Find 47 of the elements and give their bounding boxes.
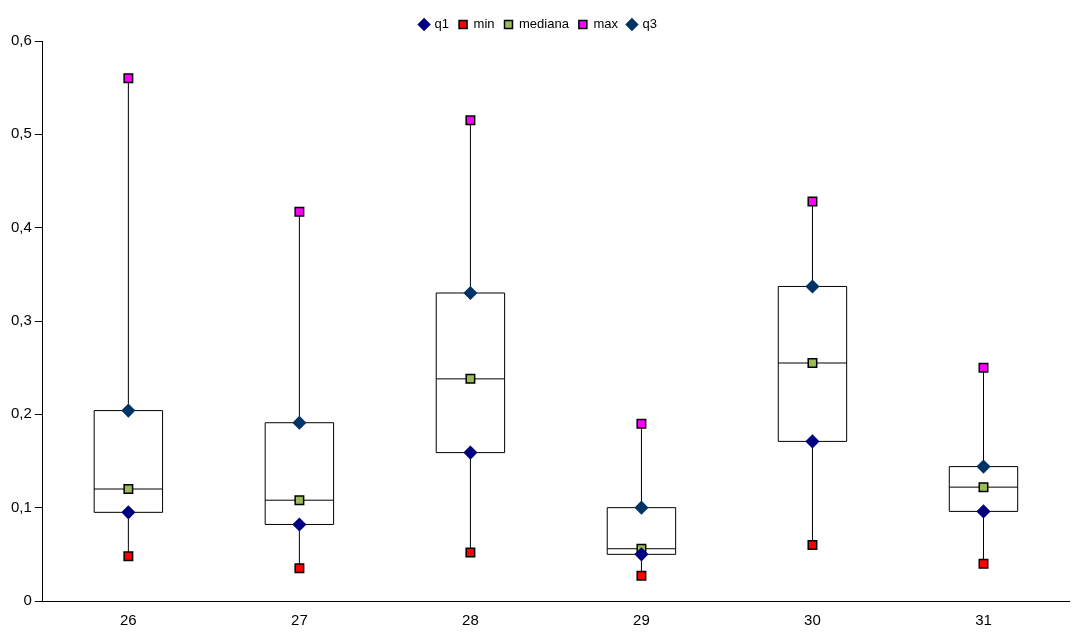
point [978, 362, 989, 373]
x-tick-label: 29 [633, 611, 650, 629]
point [807, 540, 818, 550]
y-tick-label: 0,6 [10, 31, 32, 49]
point [636, 418, 647, 429]
point [121, 505, 136, 520]
x-tick-label: 31 [975, 611, 992, 629]
point [294, 206, 305, 217]
point [978, 558, 989, 569]
point [636, 570, 647, 581]
point [634, 547, 649, 562]
y-tick-label: 0,5 [10, 124, 32, 142]
point [634, 500, 649, 515]
y-tick-label: 0 [23, 591, 32, 609]
legend-label: q3 [642, 16, 657, 32]
legend-label: q1 [434, 16, 450, 32]
point [976, 459, 991, 474]
point [805, 434, 820, 449]
y-tick-label: 0,1 [10, 497, 32, 515]
legend-label: mediana [519, 16, 570, 32]
point [807, 196, 818, 207]
y-tick-label: 0,3 [10, 311, 32, 329]
point [294, 563, 305, 574]
point [294, 495, 305, 506]
point [465, 547, 476, 558]
x-tick-label: 28 [462, 611, 479, 629]
x-tick-label: 30 [804, 611, 821, 629]
point [123, 73, 134, 84]
point [292, 415, 307, 430]
point [465, 115, 476, 126]
y-tick-label: 0,2 [10, 404, 32, 422]
point [292, 517, 307, 532]
point [976, 504, 991, 519]
x-tick-label: 27 [291, 611, 308, 629]
point [805, 279, 820, 294]
legend-label: min [473, 16, 495, 32]
x-tick-label: 26 [120, 611, 137, 629]
point [463, 445, 478, 460]
legend-label: max [593, 16, 619, 32]
point [978, 482, 989, 493]
y-tick-label: 0,4 [10, 217, 32, 235]
point [807, 358, 818, 368]
point [121, 403, 136, 418]
point [123, 551, 134, 562]
point [465, 373, 476, 384]
point [463, 286, 478, 300]
point [123, 484, 134, 494]
